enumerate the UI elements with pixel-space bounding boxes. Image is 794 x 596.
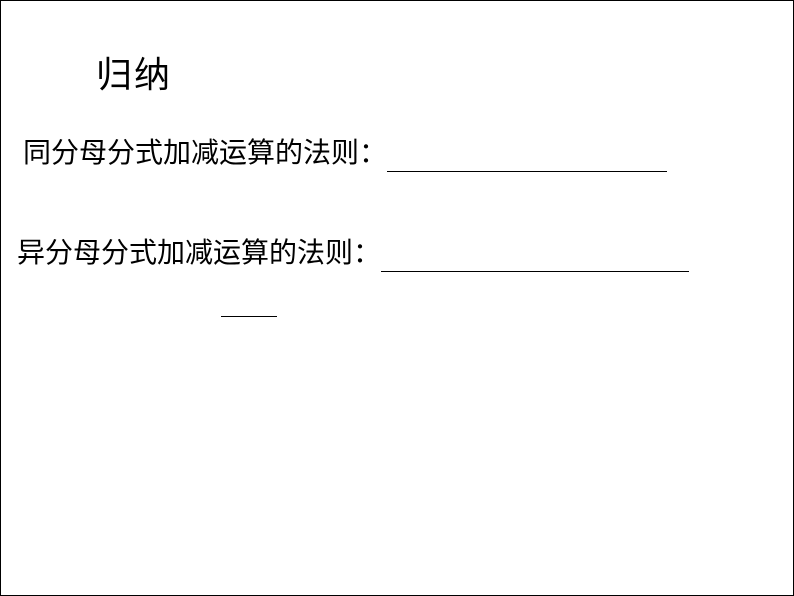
line2-blank [381, 231, 689, 272]
line1-blank [387, 131, 667, 172]
line2-text: 异分母分式加减运算的法则： [17, 238, 381, 269]
rule-line-three [221, 276, 277, 317]
document-container: 归纳 同分母分式加减运算的法则： 异分母分式加减运算的法则： [0, 0, 794, 596]
line3-blank [221, 276, 277, 317]
title-heading: 归纳 [96, 46, 172, 98]
rule-line-two: 异分母分式加减运算的法则： [17, 231, 689, 272]
line1-text: 同分母分式加减运算的法则： [23, 138, 387, 169]
rule-line-one: 同分母分式加减运算的法则： [23, 131, 667, 172]
